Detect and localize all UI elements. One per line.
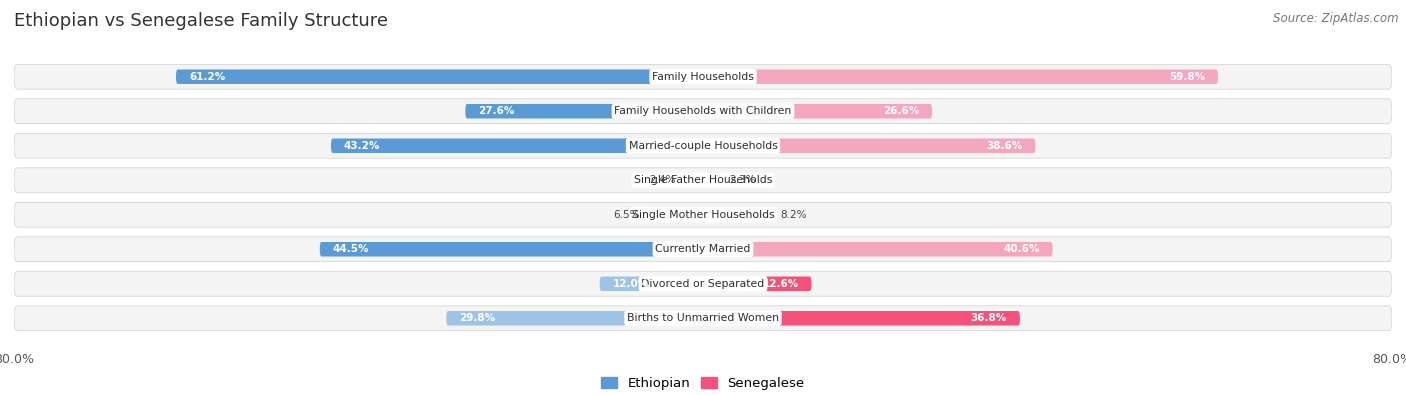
FancyBboxPatch shape <box>647 207 703 222</box>
FancyBboxPatch shape <box>176 70 703 84</box>
Text: 8.2%: 8.2% <box>780 210 807 220</box>
FancyBboxPatch shape <box>14 168 1392 193</box>
Text: Single Mother Households: Single Mother Households <box>631 210 775 220</box>
Text: Family Households with Children: Family Households with Children <box>614 106 792 116</box>
Text: 36.8%: 36.8% <box>970 313 1007 323</box>
Text: 38.6%: 38.6% <box>986 141 1022 151</box>
Legend: Ethiopian, Senegalese: Ethiopian, Senegalese <box>596 371 810 395</box>
Text: 26.6%: 26.6% <box>883 106 920 116</box>
Text: 43.2%: 43.2% <box>344 141 380 151</box>
FancyBboxPatch shape <box>14 64 1392 89</box>
FancyBboxPatch shape <box>703 276 811 291</box>
FancyBboxPatch shape <box>14 99 1392 124</box>
Text: 44.5%: 44.5% <box>333 244 370 254</box>
FancyBboxPatch shape <box>465 104 703 118</box>
Text: 59.8%: 59.8% <box>1168 72 1205 82</box>
Text: 40.6%: 40.6% <box>1004 244 1039 254</box>
FancyBboxPatch shape <box>703 242 1053 256</box>
FancyBboxPatch shape <box>319 242 703 256</box>
Text: Family Households: Family Households <box>652 72 754 82</box>
Text: 29.8%: 29.8% <box>460 313 495 323</box>
Text: Divorced or Separated: Divorced or Separated <box>641 279 765 289</box>
FancyBboxPatch shape <box>703 173 723 188</box>
Text: Married-couple Households: Married-couple Households <box>628 141 778 151</box>
Text: 61.2%: 61.2% <box>188 72 225 82</box>
FancyBboxPatch shape <box>703 207 773 222</box>
Text: 12.6%: 12.6% <box>762 279 799 289</box>
Text: 2.4%: 2.4% <box>650 175 675 185</box>
FancyBboxPatch shape <box>703 139 1035 153</box>
FancyBboxPatch shape <box>682 173 703 188</box>
FancyBboxPatch shape <box>703 311 1019 325</box>
FancyBboxPatch shape <box>703 70 1218 84</box>
FancyBboxPatch shape <box>14 237 1392 261</box>
Text: Currently Married: Currently Married <box>655 244 751 254</box>
Text: Ethiopian vs Senegalese Family Structure: Ethiopian vs Senegalese Family Structure <box>14 12 388 30</box>
FancyBboxPatch shape <box>14 134 1392 158</box>
FancyBboxPatch shape <box>703 104 932 118</box>
Text: 6.5%: 6.5% <box>613 210 640 220</box>
FancyBboxPatch shape <box>330 139 703 153</box>
Text: 27.6%: 27.6% <box>478 106 515 116</box>
FancyBboxPatch shape <box>446 311 703 325</box>
Text: Births to Unmarried Women: Births to Unmarried Women <box>627 313 779 323</box>
FancyBboxPatch shape <box>14 306 1392 331</box>
Text: Source: ZipAtlas.com: Source: ZipAtlas.com <box>1274 12 1399 25</box>
Text: 12.0%: 12.0% <box>613 279 648 289</box>
Text: Single Father Households: Single Father Households <box>634 175 772 185</box>
FancyBboxPatch shape <box>599 276 703 291</box>
FancyBboxPatch shape <box>14 271 1392 296</box>
Text: 2.3%: 2.3% <box>730 175 756 185</box>
FancyBboxPatch shape <box>14 202 1392 227</box>
